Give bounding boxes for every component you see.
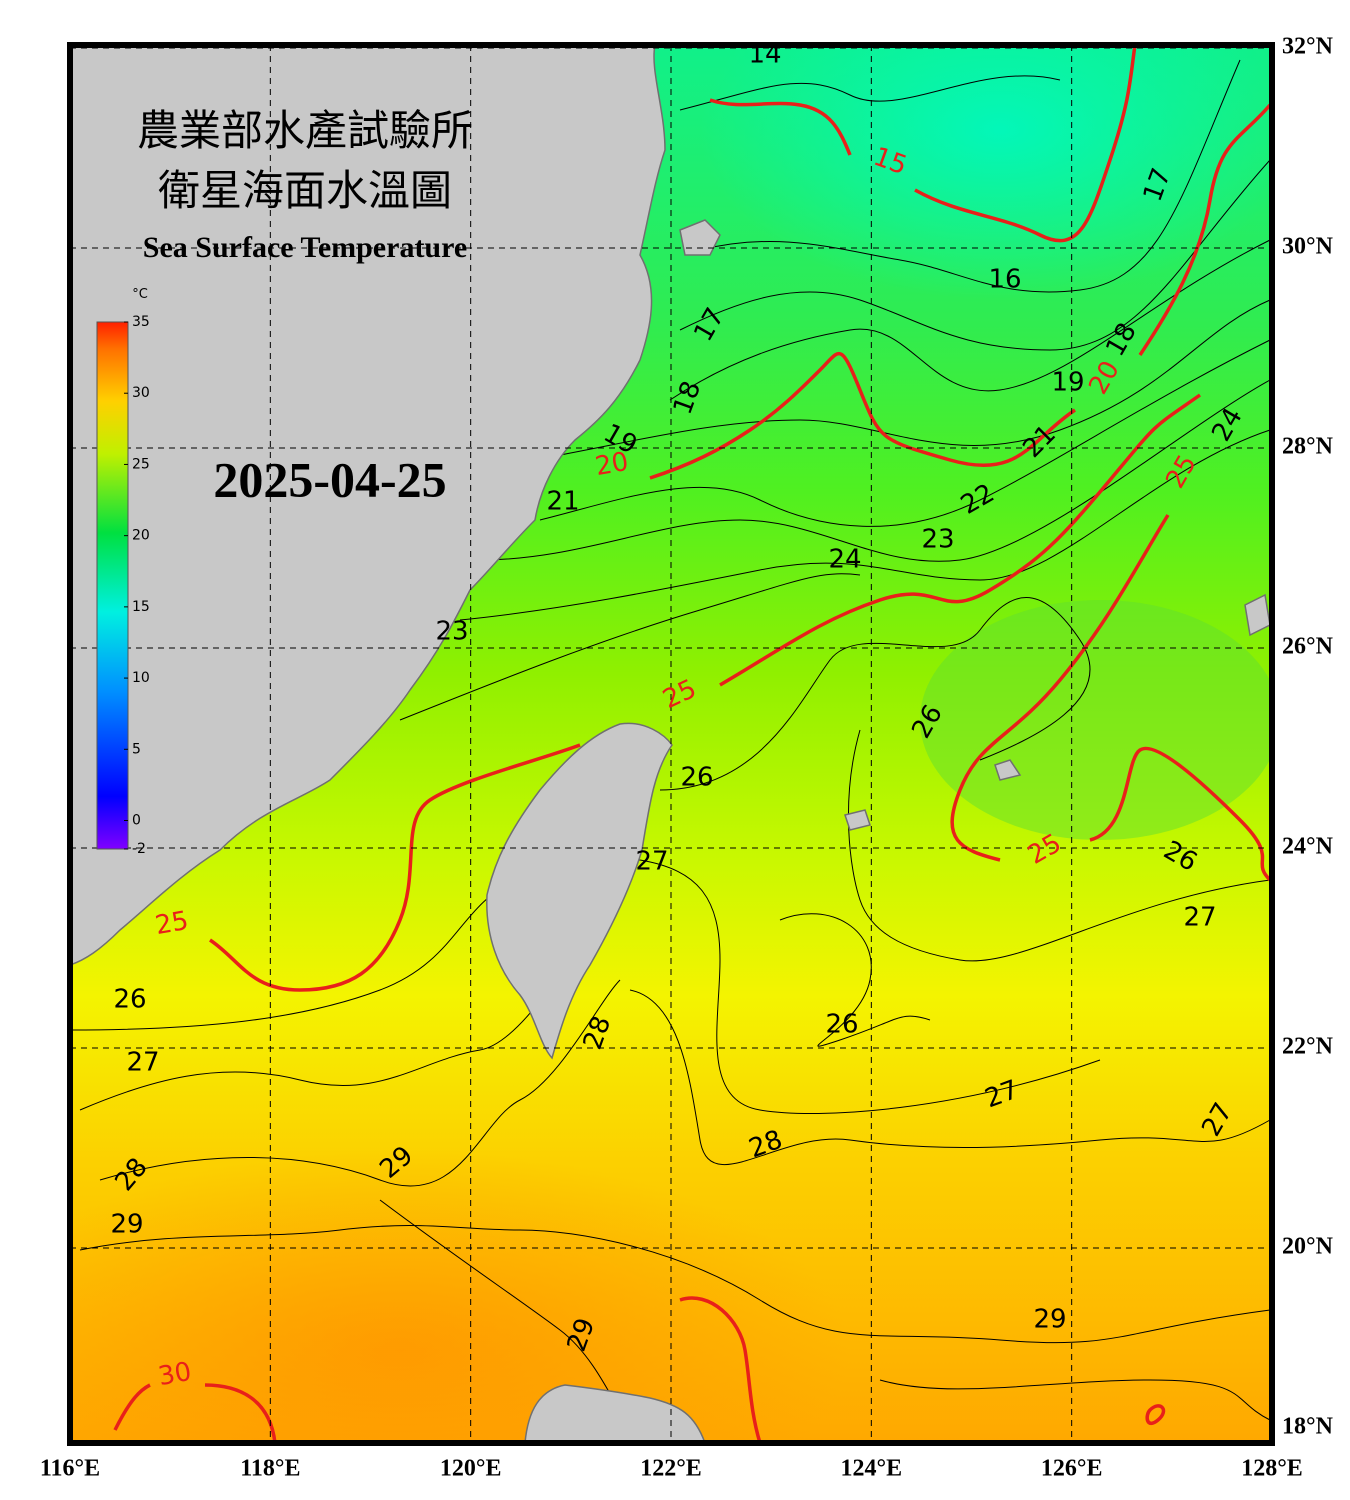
colorbar-tick-label: 5 [132, 741, 141, 757]
title-line2: 衛星海面水溫圖 [158, 169, 452, 215]
colorbar-tick-label: 15 [132, 599, 150, 615]
map-frame [67, 42, 1275, 1446]
y-tick-label: 24°N [1282, 834, 1334, 860]
title-line1: 農業部水產試驗所 [137, 108, 473, 155]
contour-label: 27 [1183, 903, 1216, 933]
y-tick-label: 18°N [1282, 1414, 1334, 1440]
colorbar-unit: °C [132, 287, 148, 302]
y-tick-label: 32°N [1282, 34, 1334, 60]
axes: 116°E 118°E 120°E 122°E 124°E 126°E 128°E 18°N 2… [40, 34, 1334, 1482]
colorbar-tick-label: 20 [132, 528, 150, 544]
x-tick-label: 126°E [1041, 1456, 1103, 1482]
colorbar-ticks: 35 30 25 20 15 10 5 0 -2 [124, 314, 150, 857]
cool-eddy [920, 600, 1272, 840]
contour-label: 21 [546, 487, 579, 517]
contour-label: 20 [593, 447, 631, 482]
contour-label: 14 [748, 40, 781, 70]
contour-label: 27 [126, 1048, 159, 1078]
x-tick-label: 128°E [1241, 1456, 1303, 1482]
contour-label: 19 [1051, 368, 1084, 398]
subtitle: Sea Surface Temperature [143, 231, 467, 264]
y-tick-label: 30°N [1282, 234, 1334, 260]
x-tick-label: 118°E [240, 1456, 300, 1482]
colorbar-tick-label: 25 [132, 456, 150, 472]
islands [679, 219, 1271, 831]
land [70, 45, 1271, 1443]
warm-pool [70, 1150, 850, 1443]
contour-label: 24 [828, 545, 861, 575]
x-tick-label: 122°E [640, 1456, 702, 1482]
taiwan [486, 722, 673, 1060]
colorbar [96, 321, 129, 850]
colorbar-tick-label: 10 [132, 670, 150, 686]
contour-label: 27 [635, 847, 668, 877]
colorbar-tick-label: -2 [132, 841, 146, 857]
x-tick-label: 120°E [440, 1456, 502, 1482]
y-tick-label: 20°N [1282, 1234, 1334, 1260]
contour-label: 30 [156, 1357, 194, 1392]
contour-label: 23 [435, 617, 468, 647]
contour-label: 29 [1033, 1305, 1066, 1335]
luzon [524, 1384, 706, 1443]
x-tick-label: 116°E [40, 1456, 100, 1482]
contour-label: 16 [988, 265, 1021, 295]
contour-label: 29 [110, 1210, 143, 1240]
y-tick-label: 22°N [1282, 1034, 1334, 1060]
colorbar-tick-label: 30 [132, 385, 150, 401]
contour-label: 26 [825, 1010, 858, 1040]
colorbar-tick-label: 35 [132, 314, 150, 330]
contour-label: 26 [113, 985, 146, 1015]
contour-label: 25 [153, 906, 191, 941]
colorbar-tick-label: 0 [132, 813, 141, 829]
contour-label: 23 [921, 525, 954, 555]
contour-label: 26 [680, 763, 713, 793]
y-tick-label: 26°N [1282, 634, 1334, 660]
cold-pool [700, 45, 1272, 300]
mainland-china [70, 45, 666, 966]
date: 2025-04-25 [213, 451, 446, 507]
x-tick-label: 124°E [841, 1456, 903, 1482]
y-tick-label: 28°N [1282, 434, 1334, 460]
